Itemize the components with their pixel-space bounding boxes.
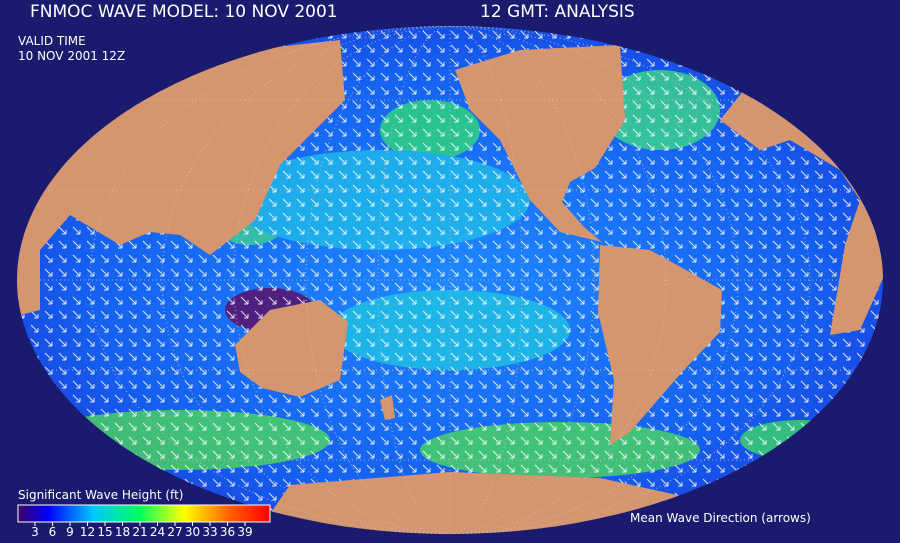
- arrow-note: Mean Wave Direction (arrows): [630, 511, 811, 525]
- analysis-time: 12 GMT: ANALYSIS: [480, 2, 635, 22]
- colorbar-tick-label: 36: [220, 525, 235, 539]
- colorbar-tick-label: 21: [132, 525, 147, 539]
- colorbar-tick-label: 33: [202, 525, 217, 539]
- valid-label: VALID TIME: [18, 34, 86, 48]
- colorbar-tick-label: 12: [80, 525, 95, 539]
- colorbar-ticks: 3 6 9 12 15 18 21 24 27 30 33 36 39: [31, 522, 253, 539]
- colorbar-tick-label: 30: [185, 525, 200, 539]
- colorbar: [17, 504, 271, 523]
- valid-time: 10 NOV 2001 12Z: [18, 49, 125, 63]
- colorbar-tick-label: 15: [97, 525, 112, 539]
- colorbar-tick-label: 39: [237, 525, 252, 539]
- colorbar-tick-label: 18: [115, 525, 130, 539]
- colorbar-tick-label: 24: [150, 525, 165, 539]
- colorbar-tick-label: 9: [66, 525, 74, 539]
- colorbar-label: Significant Wave Height (ft): [18, 488, 183, 502]
- graticule: [17, 26, 883, 534]
- colorbar-tick-label: 27: [167, 525, 182, 539]
- colorbar-tick-label: 6: [49, 525, 57, 539]
- colorbar-tick-label: 3: [31, 525, 39, 539]
- title: FNMOC WAVE MODEL: 10 NOV 2001: [30, 2, 338, 22]
